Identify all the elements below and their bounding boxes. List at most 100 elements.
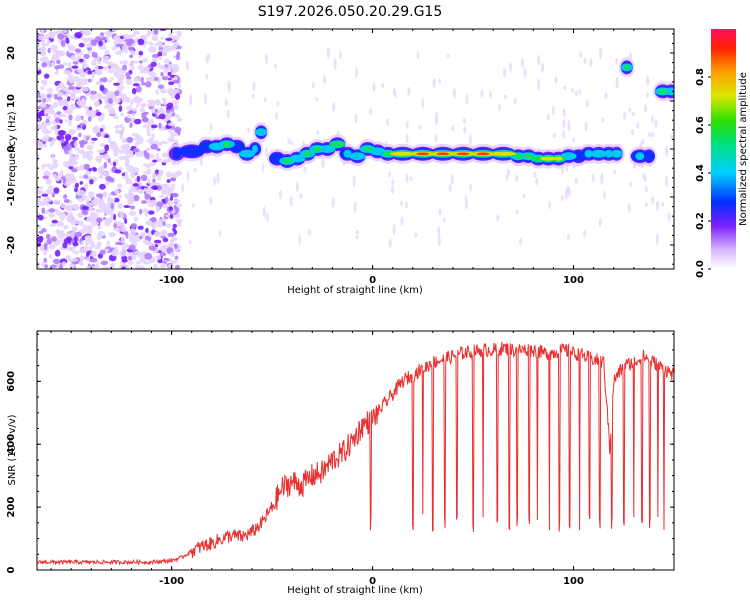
noise-speck (145, 220, 153, 226)
noise-speck (80, 37, 86, 41)
noise-speck (167, 139, 176, 143)
noise-speck (137, 225, 144, 230)
noise-speck (451, 125, 455, 132)
noise-speck (113, 150, 119, 157)
noise-speck (132, 83, 140, 87)
noise-speck (37, 97, 43, 104)
noise-speck (176, 30, 180, 36)
noise-speck (77, 189, 86, 196)
y-tick-label: -20 (6, 236, 17, 254)
noise-speck (120, 112, 125, 117)
noise-speck (63, 70, 72, 75)
noise-speck (104, 49, 110, 55)
noise-speck (113, 227, 121, 232)
noise-speck (66, 87, 71, 95)
noise-speck (166, 187, 173, 195)
noise-speck (71, 204, 79, 209)
noise-speck (615, 57, 619, 65)
ridge-blob (255, 128, 268, 137)
noise-speck (355, 235, 359, 240)
noise-speck (52, 258, 61, 264)
noise-speck (56, 111, 62, 115)
noise-speck (56, 91, 64, 97)
noise-speck (83, 58, 87, 65)
noise-speck (641, 139, 645, 145)
noise-speck (162, 204, 168, 209)
noise-speck (37, 106, 42, 110)
noise-speck (560, 194, 564, 202)
noise-speck (43, 196, 52, 202)
noise-speck (54, 117, 61, 123)
noise-speck (142, 124, 150, 128)
noise-speck (131, 167, 139, 174)
noise-speck (585, 99, 589, 108)
noise-speck (45, 33, 50, 40)
noise-speck (63, 98, 68, 106)
noise-speck (121, 259, 128, 263)
noise-speck (101, 112, 105, 120)
noise-speck (70, 55, 76, 62)
noise-speck (44, 110, 48, 116)
ridge-blob (584, 149, 593, 158)
noise-speck (655, 233, 659, 246)
noise-speck (110, 77, 114, 81)
noise-speck (170, 251, 175, 258)
noise-speck (71, 218, 78, 225)
noise-speck (463, 117, 466, 124)
y-tick-label: 200 (6, 497, 17, 518)
noise-speck (149, 182, 155, 186)
noise-speck (405, 133, 409, 144)
noise-speck (75, 116, 82, 122)
noise-speck (42, 175, 50, 180)
noise-speck (149, 199, 158, 206)
x-tick-label: 0 (369, 576, 376, 587)
noise-speck (165, 183, 170, 187)
noise-speck (160, 72, 164, 77)
noise-speck (147, 178, 151, 184)
noise-speck (603, 190, 606, 200)
noise-speck (127, 199, 131, 207)
noise-speck (437, 226, 441, 237)
noise-speck (86, 145, 94, 150)
noise-speck (134, 251, 142, 256)
noise-speck (41, 207, 46, 214)
noise-speck (53, 199, 61, 206)
noise-speck (72, 250, 76, 254)
noise-speck (87, 246, 93, 251)
noise-speck (88, 194, 94, 199)
noise-speck (87, 224, 94, 230)
noise-speck (600, 173, 604, 185)
noise-speck (142, 163, 148, 167)
noise-speck (49, 223, 56, 227)
noise-speck (191, 202, 195, 208)
noise-speck (141, 117, 149, 123)
noise-speck (513, 97, 517, 105)
noise-speck (67, 96, 71, 102)
noise-speck (37, 235, 44, 243)
noise-speck (372, 82, 376, 92)
noise-speck (158, 106, 164, 113)
noise-speck (598, 217, 602, 228)
noise-speck (159, 64, 166, 70)
noise-speck (55, 85, 60, 91)
noise-speck (200, 157, 203, 167)
noise-speck (392, 87, 396, 95)
noise-speck (381, 82, 385, 89)
noise-speck (172, 104, 179, 110)
noise-speck (628, 107, 632, 113)
noise-speck (601, 117, 605, 123)
noise-speck (251, 94, 255, 99)
noise-speck (117, 202, 123, 209)
noise-speck (170, 196, 173, 201)
noise-speck (98, 60, 102, 65)
noise-speck (289, 196, 293, 207)
ridge-blob (658, 88, 667, 95)
noise-speck (68, 119, 72, 127)
noise-speck (37, 188, 42, 195)
noise-speck (120, 94, 128, 101)
noise-speck (161, 97, 166, 102)
noise-speck (46, 88, 54, 93)
noise-speck (127, 110, 134, 115)
noise-speck (152, 178, 156, 183)
noise-speck (104, 248, 109, 253)
